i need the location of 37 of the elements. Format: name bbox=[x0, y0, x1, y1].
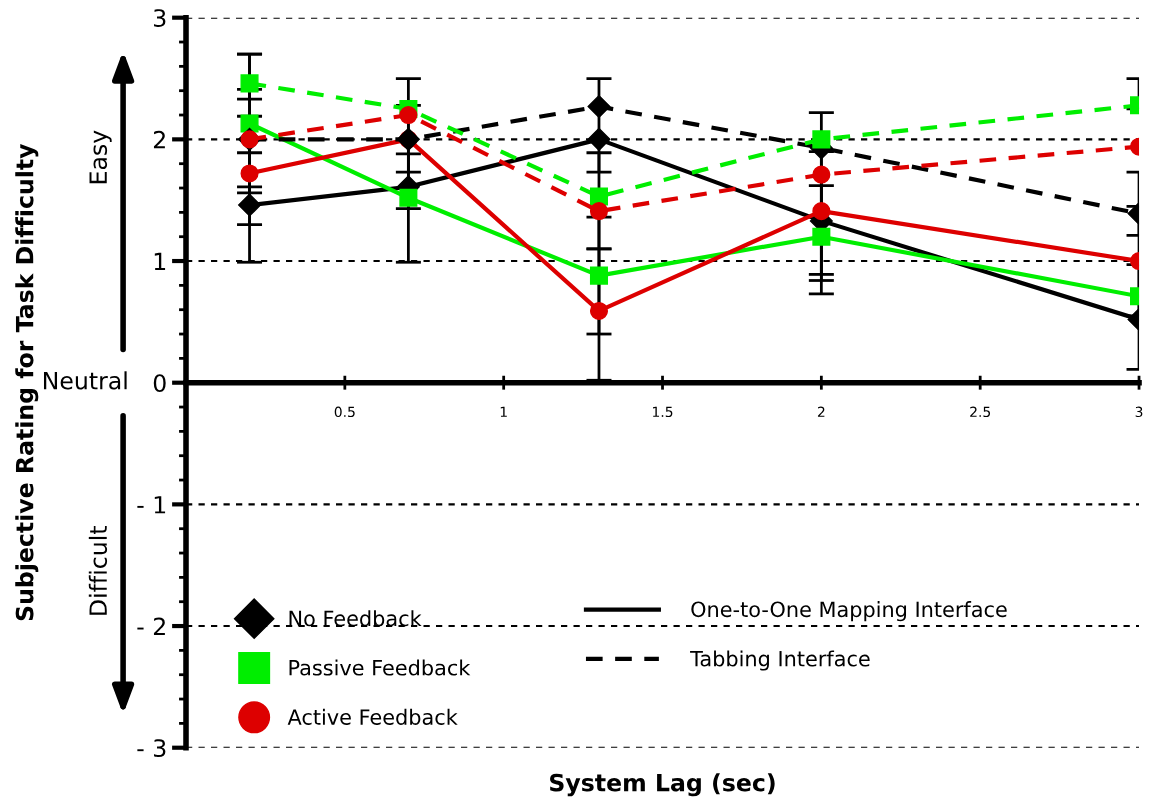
point bbox=[589, 266, 609, 285]
y-axis-title: Subjective Rating for Task Difficulty bbox=[15, 143, 39, 621]
point bbox=[587, 95, 611, 119]
x-tick-label: 1.5 bbox=[653, 406, 673, 418]
text: Neutral bbox=[43, 371, 127, 390]
point bbox=[812, 130, 831, 149]
y-tick-label: 0 bbox=[153, 374, 166, 393]
x-tick-label: 3 bbox=[1135, 406, 1143, 418]
text: Easy bbox=[89, 130, 112, 184]
point bbox=[240, 164, 259, 183]
point bbox=[589, 301, 609, 320]
x-axis-title: System Lag (sec) bbox=[550, 773, 775, 797]
text: Difficult bbox=[88, 526, 108, 615]
legend-label: Passive Feedback bbox=[289, 659, 471, 676]
y-tick-label: 3 bbox=[154, 9, 166, 27]
point bbox=[399, 105, 418, 125]
annotation: Tabbing Interface bbox=[690, 650, 870, 671]
legend-label: Active Feedback bbox=[287, 708, 458, 725]
y-tick-label: 2 bbox=[153, 130, 165, 149]
point bbox=[589, 202, 609, 221]
point bbox=[587, 127, 611, 151]
y-tick-label: 1 bbox=[154, 252, 166, 270]
y-tick-label: - 3 bbox=[137, 739, 166, 758]
point bbox=[812, 227, 831, 246]
point bbox=[399, 188, 418, 207]
point bbox=[240, 114, 259, 133]
x-tick-label: 1 bbox=[500, 406, 507, 417]
x-tick-label: 2 bbox=[817, 406, 825, 417]
x-tick-label: 0.5 bbox=[334, 406, 355, 418]
point bbox=[238, 193, 262, 217]
annotation: One-to-One Mapping Interface bbox=[691, 601, 1007, 622]
y-tick-label: - 1 bbox=[137, 496, 166, 514]
point bbox=[812, 165, 831, 184]
x-tick-label: 2.5 bbox=[970, 406, 991, 418]
y-tick-label: - 2 bbox=[137, 617, 165, 636]
point bbox=[240, 74, 259, 93]
point bbox=[812, 202, 831, 221]
